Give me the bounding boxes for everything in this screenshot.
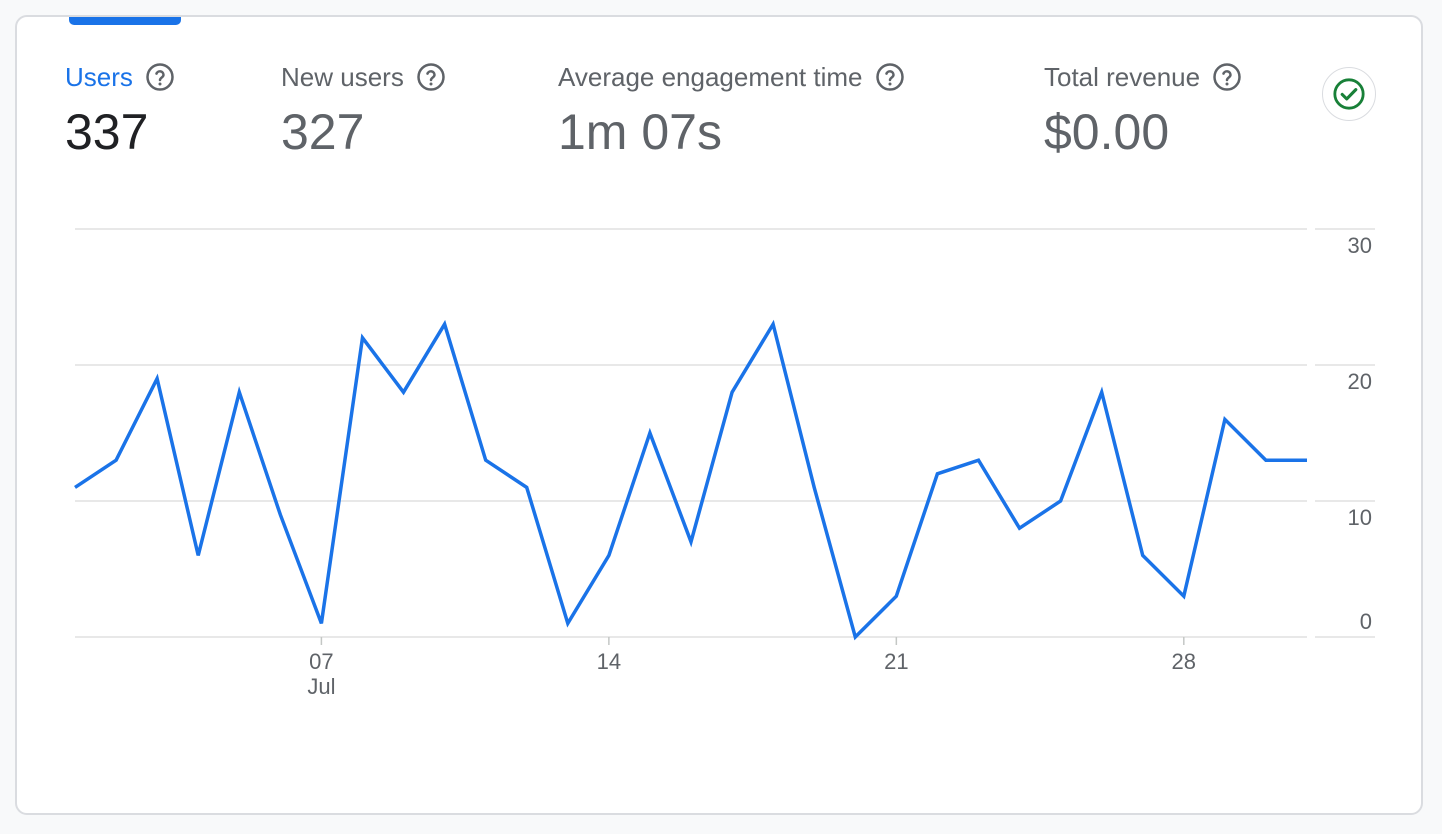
help-circle-icon[interactable] [145,62,175,92]
data-point[interactable] [316,618,326,628]
data-point[interactable] [275,510,285,520]
metric-value-total-revenue: $0.00 [1044,104,1170,160]
data-quality-status-button[interactable] [1322,67,1376,121]
data-point[interactable] [973,455,983,465]
metric-value-average-engagement-time: 1m 07s [558,104,722,160]
metric-label-average-engagement-time: Average engagement time [558,61,863,92]
data-point[interactable] [522,482,532,492]
data-point[interactable] [686,537,696,547]
data-point[interactable] [481,455,491,465]
metric-label-total-revenue: Total revenue [1044,61,1201,92]
data-point[interactable] [357,333,367,343]
metric-label-new-users: New users [281,61,404,92]
data-point[interactable] [604,550,614,560]
x-tick-label: 28 [1172,649,1196,674]
metric-tab-total-revenue[interactable]: Total revenue $0.00 [1044,59,1242,157]
users-overview-card: Users 337 New users 327 Average engageme… [15,15,1423,815]
x-tick-label: 07 [309,649,333,674]
metric-value-new-users: 327 [281,104,365,160]
data-point[interactable] [1015,523,1025,533]
data-point[interactable] [645,428,655,438]
data-point[interactable] [440,319,450,329]
data-point[interactable] [152,374,162,384]
y-tick-label: 20 [1348,369,1372,394]
data-point[interactable] [234,387,244,397]
y-axis-ticks: 0 10 20 30 [1348,233,1372,634]
data-point[interactable] [1179,591,1189,601]
metric-value-users: 337 [65,104,149,160]
data-point[interactable] [850,632,860,642]
data-point[interactable] [563,618,573,628]
data-point[interactable] [932,469,942,479]
x-tick-label: 14 [597,649,621,674]
help-circle-icon[interactable] [1212,62,1242,92]
metric-label-users: Users [65,61,133,92]
data-point[interactable] [891,591,901,601]
chart-gridlines [75,228,1375,638]
data-point[interactable] [1138,550,1148,560]
metric-tab-new-users[interactable]: New users 327 [281,59,446,157]
data-point[interactable] [70,482,80,492]
metric-tab-users[interactable]: Users 337 [65,59,175,157]
data-point[interactable] [1097,387,1107,397]
data-point[interactable] [809,482,819,492]
data-point[interactable] [1220,414,1230,424]
metric-tab-average-engagement-time[interactable]: Average engagement time 1m 07s [558,59,905,157]
data-point[interactable] [399,387,409,397]
data-point[interactable] [768,319,778,329]
help-circle-icon[interactable] [875,62,905,92]
users-series-line [74,319,1307,641]
active-tab-indicator [69,17,181,25]
y-tick-label: 0 [1360,609,1372,634]
data-point[interactable] [727,387,737,397]
check-circle-icon [1333,78,1365,110]
chart-series [70,319,1312,642]
data-point[interactable] [193,550,203,560]
data-point[interactable] [111,455,121,465]
x-tick-sublabel: Jul [307,674,335,699]
y-tick-label: 10 [1348,505,1372,530]
x-tick-label: 21 [884,649,908,674]
help-circle-icon[interactable] [416,62,446,92]
data-point[interactable] [1261,455,1271,465]
y-tick-label: 30 [1348,233,1372,258]
data-point[interactable] [1056,496,1066,506]
data-point[interactable] [1302,455,1312,465]
